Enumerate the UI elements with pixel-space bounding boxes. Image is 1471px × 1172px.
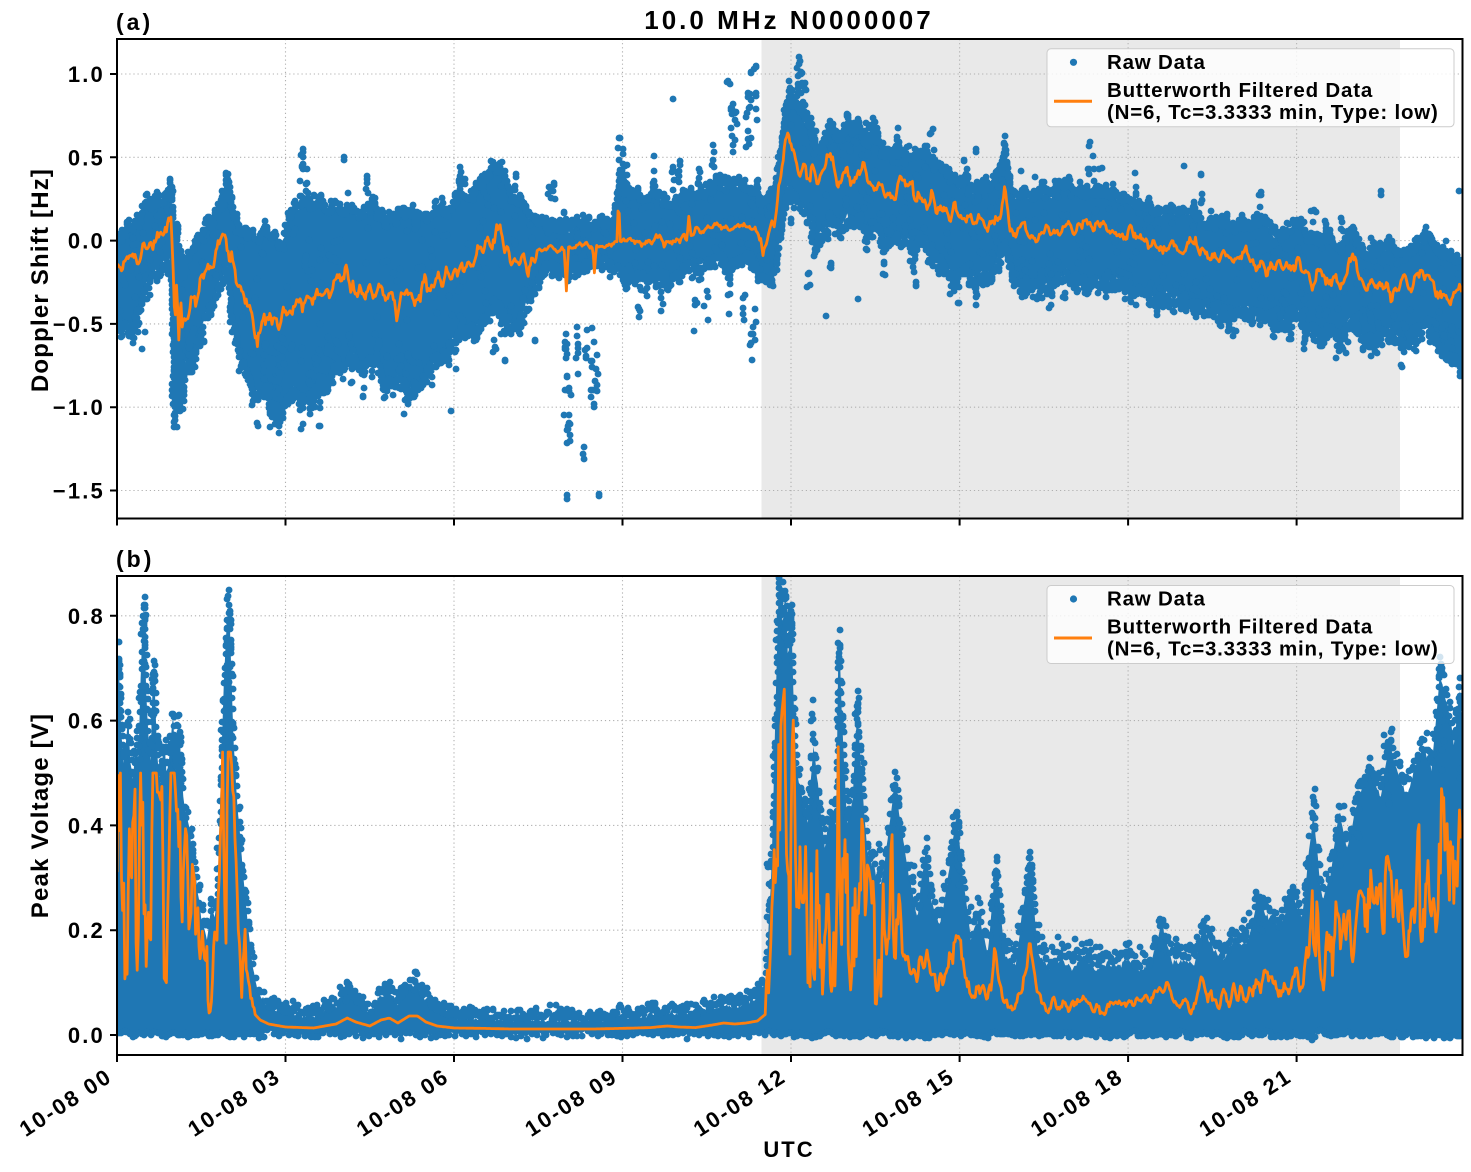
svg-text:Butterworth Filtered Data: Butterworth Filtered Data <box>1107 616 1373 639</box>
svg-text:Peak Voltage [V]: Peak Voltage [V] <box>27 713 54 918</box>
svg-text:(N=6, Tc=3.3333 min, Type: low: (N=6, Tc=3.3333 min, Type: low) <box>1107 638 1439 661</box>
svg-text:−0.5: −0.5 <box>53 312 105 337</box>
svg-text:(N=6, Tc=3.3333 min, Type: low: (N=6, Tc=3.3333 min, Type: low) <box>1107 101 1439 124</box>
svg-text:0.8: 0.8 <box>68 604 105 629</box>
svg-text:Doppler Shift [Hz]: Doppler Shift [Hz] <box>27 168 54 392</box>
svg-text:0.0: 0.0 <box>68 1023 105 1048</box>
svg-text:(b): (b) <box>116 546 154 572</box>
svg-text:10.0 MHz N0000007: 10.0 MHz N0000007 <box>644 5 933 35</box>
svg-text:−1.5: −1.5 <box>53 479 105 504</box>
svg-text:0.6: 0.6 <box>68 709 105 734</box>
svg-text:0.0: 0.0 <box>68 229 105 254</box>
svg-text:0.5: 0.5 <box>68 145 105 170</box>
svg-text:Raw Data: Raw Data <box>1107 51 1206 74</box>
svg-text:Raw Data: Raw Data <box>1107 588 1206 611</box>
svg-text:−1.0: −1.0 <box>53 395 105 420</box>
svg-text:0.2: 0.2 <box>68 918 105 943</box>
svg-text:(a): (a) <box>116 9 153 35</box>
svg-text:0.4: 0.4 <box>68 813 105 838</box>
svg-text:Butterworth Filtered Data: Butterworth Filtered Data <box>1107 79 1373 102</box>
svg-text:1.0: 1.0 <box>68 62 105 87</box>
svg-text:UTC: UTC <box>763 1137 814 1162</box>
